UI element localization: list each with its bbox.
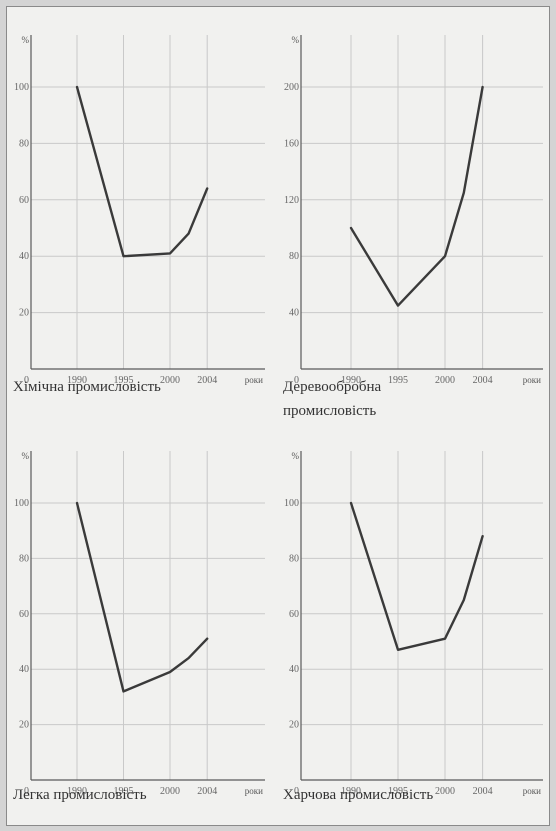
y-tick-label: 100 <box>14 82 29 93</box>
x-tick-label: 2000 <box>160 375 180 386</box>
origin-label: 0 <box>294 375 299 386</box>
chart-caption: промисловість <box>283 403 376 419</box>
origin-label: 0 <box>24 786 29 797</box>
y-axis-unit-label: % <box>292 451 300 461</box>
x-axis-unit-label: роки <box>245 786 263 796</box>
y-tick-label: 60 <box>19 609 29 620</box>
y-tick-label: 60 <box>289 609 299 620</box>
chart-caption: Деревообробна <box>283 379 382 395</box>
x-tick-label: 2000 <box>435 786 455 797</box>
x-axis-unit-label: роки <box>523 786 541 796</box>
chart-caption: Хімічна промисловість <box>13 379 161 395</box>
y-tick-label: 80 <box>19 138 29 149</box>
x-tick-label: 2004 <box>197 786 217 797</box>
y-tick-label: 120 <box>284 195 299 206</box>
x-tick-label: 2000 <box>435 375 455 386</box>
series-line <box>349 501 484 651</box>
y-tick-label: 20 <box>289 720 299 731</box>
x-tick-label: 1990 <box>341 786 361 797</box>
chart-panel-2: 40 80 120 160 200% 0 1990 1995 2000 2004 роки Дерев… <box>283 35 543 419</box>
y-tick-label: 200 <box>284 82 299 93</box>
y-axis-unit-label: % <box>22 451 30 461</box>
y-tick-label: 160 <box>284 138 299 149</box>
x-tick-label: 1995 <box>114 375 134 386</box>
series-line <box>349 85 484 307</box>
x-tick-label: 1995 <box>114 786 134 797</box>
y-tick-label: 20 <box>19 720 29 731</box>
y-tick-label: 80 <box>19 553 29 564</box>
y-tick-label: 80 <box>289 251 299 262</box>
x-tick-label: 1995 <box>388 786 408 797</box>
y-tick-label: 60 <box>19 195 29 206</box>
y-tick-label: 80 <box>289 553 299 564</box>
x-tick-label: 1990 <box>67 786 87 797</box>
x-tick-label: 2004 <box>197 375 217 386</box>
y-tick-label: 20 <box>19 308 29 319</box>
y-tick-label: 40 <box>19 664 29 675</box>
y-tick-label: 40 <box>289 308 299 319</box>
x-tick-label: 1990 <box>341 375 361 386</box>
y-tick-label: 100 <box>284 498 299 509</box>
series-line <box>75 501 209 693</box>
chart-caption: Харчова промисловість <box>283 787 433 803</box>
y-axis-unit-label: % <box>22 35 30 45</box>
chart-panel-1: 20 40 60 80 100% 0 1990 1995 2000 2004 роки Хімічна… <box>13 35 265 395</box>
chart-panel-3: 20 40 60 80 100% 0 1990 1995 2000 2004 роки Легка п… <box>13 451 265 803</box>
x-tick-label: 2004 <box>473 375 493 386</box>
x-tick-label: 1995 <box>388 375 408 386</box>
series-line <box>75 85 209 258</box>
y-axis-unit-label: % <box>292 35 300 45</box>
origin-label: 0 <box>24 375 29 386</box>
chart-panel-4: 20 40 60 80 100% 0 1990 1995 2000 2004 роки Харчова… <box>283 451 543 803</box>
y-tick-label: 100 <box>14 498 29 509</box>
y-tick-label: 40 <box>289 664 299 675</box>
x-axis-unit-label: роки <box>523 375 541 385</box>
chart-caption: Легка промисловість <box>13 787 147 803</box>
figure-page: 20 40 60 80 100% 0 1990 1995 2000 2004 роки Хімічна… <box>6 6 550 826</box>
x-tick-label: 2004 <box>473 786 493 797</box>
y-tick-label: 40 <box>19 251 29 262</box>
x-tick-label: 2000 <box>160 786 180 797</box>
x-axis-unit-label: роки <box>245 375 263 385</box>
origin-label: 0 <box>294 786 299 797</box>
x-tick-label: 1990 <box>67 375 87 386</box>
